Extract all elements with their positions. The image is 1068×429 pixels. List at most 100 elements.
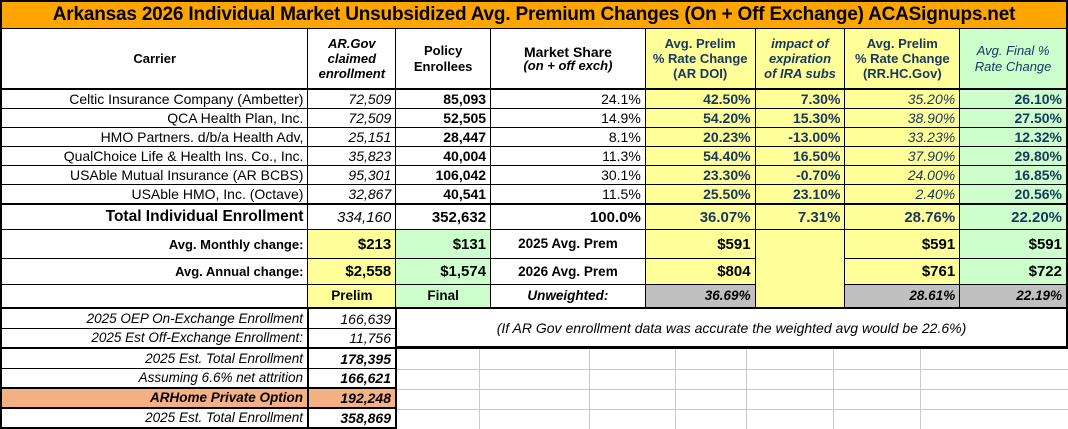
avg-annual-label-cell[interactable]: Avg. Annual change: xyxy=(2,259,309,285)
col-header-carrier[interactable]: Carrier xyxy=(2,29,309,90)
final-rate-cell[interactable]: 29.80% xyxy=(960,147,1068,166)
avg-prem-2025-doi-cell[interactable]: $591 xyxy=(645,230,756,259)
ira-impact-empty-cell[interactable] xyxy=(755,230,846,259)
unweighted-doi-cell[interactable]: 36.69% xyxy=(645,285,756,309)
prelim-ardoi-cell[interactable]: 20.23% xyxy=(645,128,756,147)
market-share-cell[interactable]: 8.1% xyxy=(491,128,646,147)
avg-monthly-prelim-cell[interactable]: $213 xyxy=(308,230,397,259)
prelim-ardoi-cell[interactable]: 23.30% xyxy=(645,166,756,185)
prelim-rrhcgov-cell[interactable]: 2.40% xyxy=(845,185,961,205)
col-header-prelim-rrhcgov[interactable]: Avg. Prelim % Rate Change (RR.HC.Gov) xyxy=(845,29,961,90)
carrier-name-cell[interactable]: USAble HMO, Inc. (Octave) xyxy=(2,185,309,205)
col-header-final-rate-change[interactable]: Avg. Final % Rate Change xyxy=(960,29,1068,90)
ira-impact-cell[interactable]: 16.50% xyxy=(755,147,846,166)
total-claimed-cell[interactable]: 334,160 xyxy=(308,205,397,230)
final-rate-cell[interactable]: 20.56% xyxy=(960,185,1068,205)
avg-prem-2026-rr-cell[interactable]: $761 xyxy=(845,259,961,285)
col-header-prelim-ardoi[interactable]: Avg. Prelim % Rate Change (AR DOI) xyxy=(645,29,756,90)
summary-label-cell[interactable]: 2025 Est. Total Enrollment xyxy=(2,349,309,369)
argov-claimed-cell[interactable]: 25,151 xyxy=(308,128,397,147)
avg-prem-2026-final-cell[interactable]: $722 xyxy=(960,259,1068,285)
final-rate-cell[interactable]: 16.85% xyxy=(960,166,1068,185)
ira-impact-empty-cell[interactable] xyxy=(755,259,846,285)
prelim-rrhcgov-cell[interactable]: 37.90% xyxy=(845,147,961,166)
summary-value-cell[interactable]: 358,869 xyxy=(309,409,397,429)
unweighted-label-cell[interactable]: Unweighted: xyxy=(491,285,646,309)
policy-enrollees-cell[interactable]: 52,505 xyxy=(396,109,492,128)
avg-monthly-label-cell[interactable]: Avg. Monthly change: xyxy=(2,230,309,259)
empty-cell[interactable] xyxy=(2,285,309,309)
prelim-ardoi-cell[interactable]: 54.40% xyxy=(645,147,756,166)
summary-label-cell[interactable]: Assuming 6.6% net attrition xyxy=(2,369,309,389)
avg-monthly-final-cell[interactable]: $131 xyxy=(396,230,492,259)
ira-impact-cell[interactable]: 7.30% xyxy=(755,90,846,109)
policy-enrollees-cell[interactable]: 40,541 xyxy=(396,185,492,205)
prelim-rrhcgov-cell[interactable]: 35.20% xyxy=(845,90,961,109)
summary-label-cell[interactable]: 2025 OEP On-Exchange Enrollment xyxy=(2,309,309,329)
argov-claimed-cell[interactable]: 72,509 xyxy=(308,109,397,128)
prelim-ardoi-cell[interactable]: 42.50% xyxy=(645,90,756,109)
avg-annual-prelim-cell[interactable]: $2,558 xyxy=(308,259,397,285)
market-share-cell[interactable]: 14.9% xyxy=(491,109,646,128)
market-share-cell[interactable]: 11.5% xyxy=(491,185,646,205)
ira-impact-cell[interactable]: -0.70% xyxy=(755,166,846,185)
prelim-column-label-cell[interactable]: Prelim xyxy=(308,285,397,309)
total-label-cell[interactable]: Total Individual Enrollment xyxy=(2,205,309,230)
market-share-cell[interactable]: 30.1% xyxy=(491,166,646,185)
total-ira-impact-cell[interactable]: 7.31% xyxy=(755,205,846,230)
total-prelim-ardoi-cell[interactable]: 36.07% xyxy=(645,205,756,230)
argov-claimed-cell[interactable]: 95,301 xyxy=(308,166,397,185)
avg-prem-2026-label-cell[interactable]: 2026 Avg. Prem xyxy=(491,259,646,285)
prelim-ardoi-cell[interactable]: 25.50% xyxy=(645,185,756,205)
summary-value-cell[interactable]: 166,621 xyxy=(309,369,397,389)
final-rate-cell[interactable]: 12.32% xyxy=(960,128,1068,147)
policy-enrollees-cell[interactable]: 106,042 xyxy=(396,166,492,185)
avg-prem-2025-rr-cell[interactable]: $591 xyxy=(845,230,961,259)
carrier-name-cell[interactable]: QualChoice Life & Health Ins. Co., Inc. xyxy=(2,147,309,166)
avg-prem-2026-doi-cell[interactable]: $804 xyxy=(645,259,756,285)
arhome-value-cell[interactable]: 192,248 xyxy=(309,389,397,409)
unweighted-rr-cell[interactable]: 28.61% xyxy=(845,285,961,309)
avg-annual-final-cell[interactable]: $1,574 xyxy=(396,259,492,285)
unweighted-final-cell[interactable]: 22.19% xyxy=(960,285,1068,309)
carrier-name-cell[interactable]: Celtic Insurance Company (Ambetter) xyxy=(2,90,309,109)
ira-impact-cell[interactable]: -13.00% xyxy=(755,128,846,147)
final-rate-cell[interactable]: 26.10% xyxy=(960,90,1068,109)
summary-value-cell[interactable]: 166,639 xyxy=(309,309,397,329)
prelim-rrhcgov-cell[interactable]: 38.90% xyxy=(845,109,961,128)
col-header-market-share[interactable]: Market Share (on + off exch) xyxy=(491,29,646,90)
carrier-name-cell[interactable]: QCA Health Plan, Inc. xyxy=(2,109,309,128)
final-column-label-cell[interactable]: Final xyxy=(396,285,492,309)
policy-enrollees-cell[interactable]: 40,004 xyxy=(396,147,492,166)
market-share-cell[interactable]: 11.3% xyxy=(491,147,646,166)
total-share-cell[interactable]: 100.0% xyxy=(491,205,646,230)
total-prelim-rrhcgov-cell[interactable]: 28.76% xyxy=(845,205,961,230)
total-final-rate-cell[interactable]: 22.20% xyxy=(960,205,1068,230)
col-header-ira-impact[interactable]: impact of expiration of IRA subs xyxy=(755,29,846,90)
total-enrollees-cell[interactable]: 352,632 xyxy=(396,205,492,230)
summary-label-cell[interactable]: 2025 Est. Total Enrollment xyxy=(2,409,309,429)
prelim-rrhcgov-cell[interactable]: 33.23% xyxy=(845,128,961,147)
policy-enrollees-cell[interactable]: 85,093 xyxy=(396,90,492,109)
ira-impact-cell[interactable]: 23.10% xyxy=(755,185,846,205)
arhome-label-cell[interactable]: ARHome Private Option xyxy=(2,389,309,409)
market-share-cell[interactable]: 24.1% xyxy=(491,90,646,109)
carrier-name-cell[interactable]: HMO Partners. d/b/a Health Adv, xyxy=(2,128,309,147)
summary-value-cell[interactable]: 11,756 xyxy=(309,329,397,349)
col-header-argov-enrollment[interactable]: AR.Gov claimed enrollment xyxy=(308,29,397,90)
summary-label-cell[interactable]: 2025 Est Off-Exchange Enrollment: xyxy=(2,329,309,349)
prelim-rrhcgov-cell[interactable]: 24.00% xyxy=(845,166,961,185)
ira-impact-empty-cell[interactable] xyxy=(755,285,846,309)
summary-value-cell[interactable]: 178,395 xyxy=(309,349,397,369)
argov-claimed-cell[interactable]: 72,509 xyxy=(308,90,397,109)
prelim-ardoi-cell[interactable]: 54.20% xyxy=(645,109,756,128)
col-header-policy-enrollees[interactable]: Policy Enrollees xyxy=(396,29,492,90)
argov-claimed-cell[interactable]: 35,823 xyxy=(308,147,397,166)
argov-claimed-cell[interactable]: 32,867 xyxy=(308,185,397,205)
policy-enrollees-cell[interactable]: 28,447 xyxy=(396,128,492,147)
avg-prem-2025-final-cell[interactable]: $591 xyxy=(960,230,1068,259)
final-rate-cell[interactable]: 27.50% xyxy=(960,109,1068,128)
ira-impact-cell[interactable]: 15.30% xyxy=(755,109,846,128)
carrier-name-cell[interactable]: USAble Mutual Insurance (AR BCBS) xyxy=(2,166,309,185)
avg-prem-2025-label-cell[interactable]: 2025 Avg. Prem xyxy=(491,230,646,259)
